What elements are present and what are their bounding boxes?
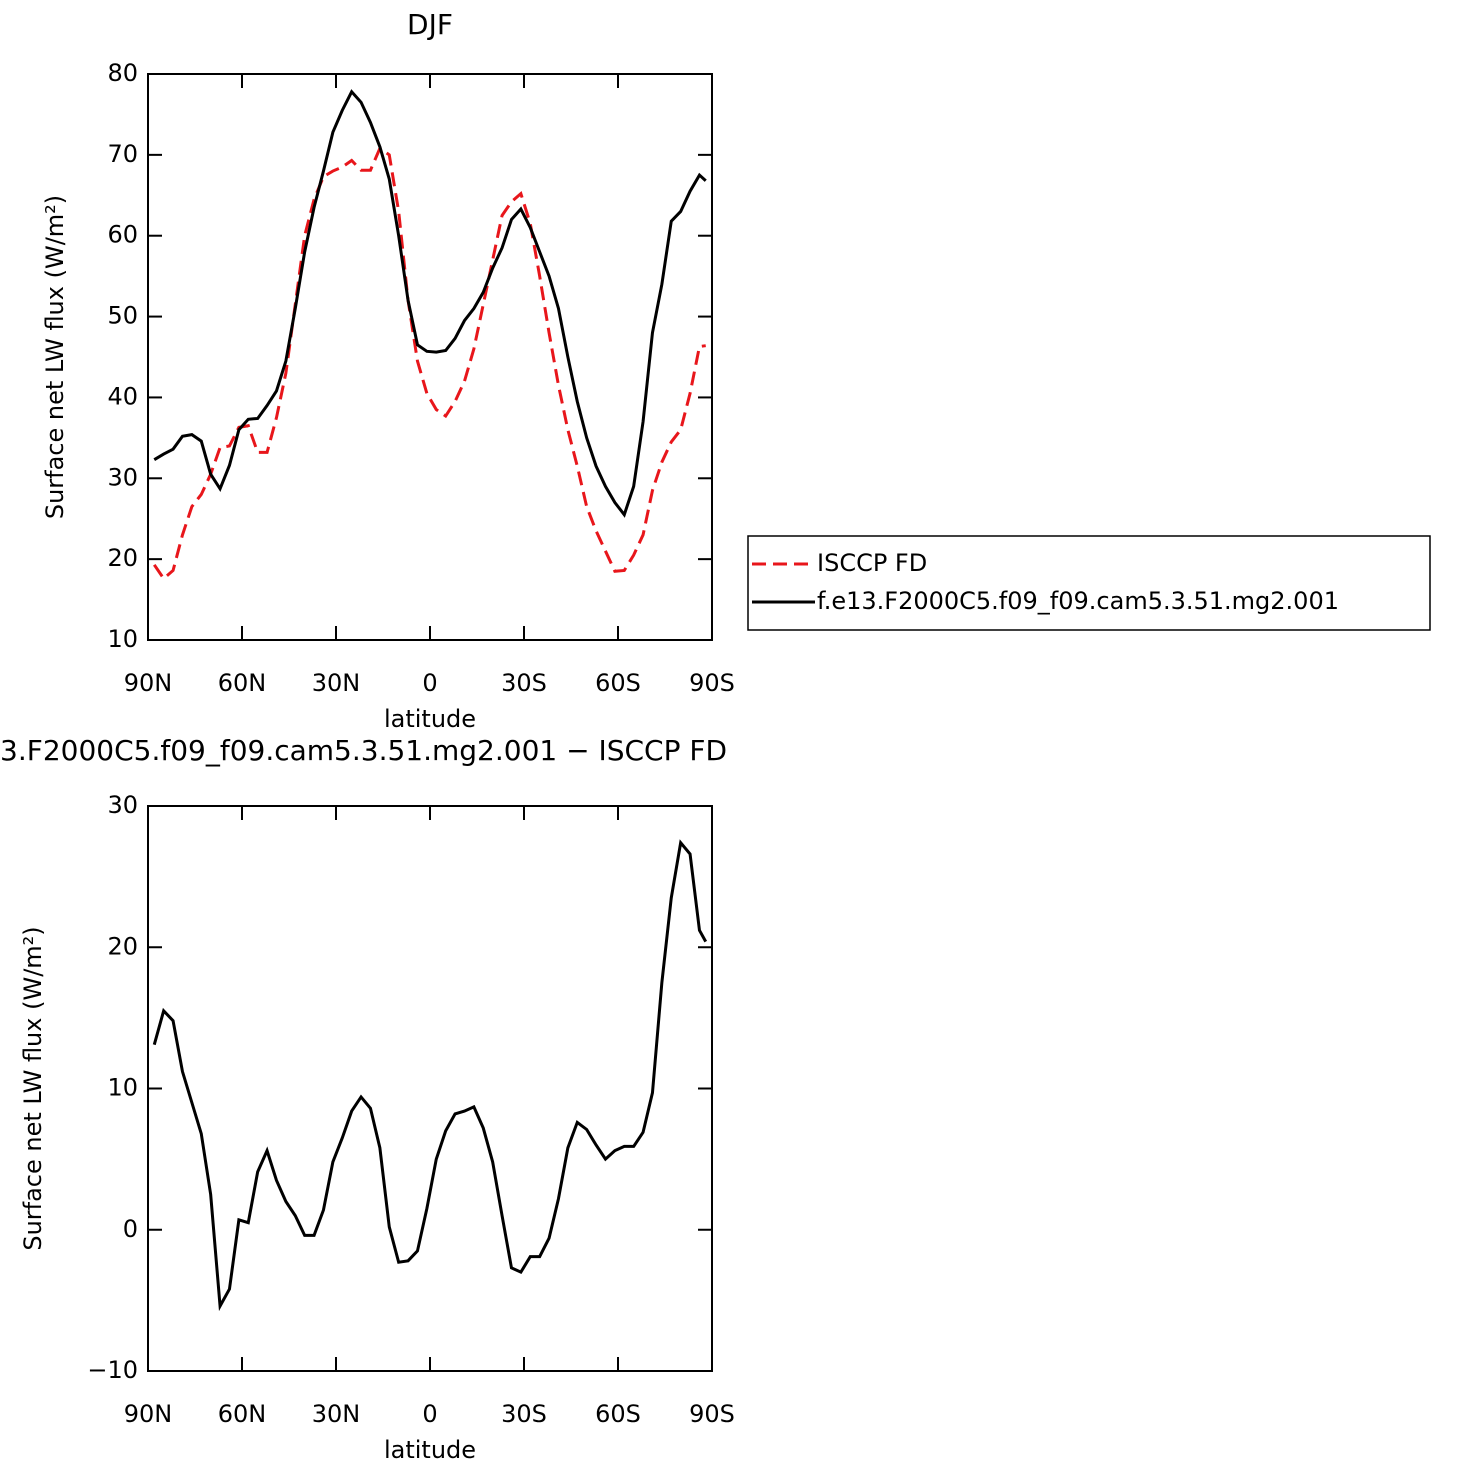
y-tick-label: 70 [107, 140, 138, 168]
x-tick-label: 90S [689, 669, 735, 697]
y-tick-label: 10 [107, 625, 138, 653]
x-tick-label: 60N [218, 669, 267, 697]
legend-label: f.e13.F2000C5.f09_f09.cam5.3.51.mg2.001 [817, 587, 1339, 615]
y-tick-label: 0 [123, 1215, 138, 1243]
y-tick-label: 20 [107, 544, 138, 572]
x-tick-label: 30N [312, 669, 361, 697]
x-tick-label: 60S [595, 669, 641, 697]
plot-frame [147, 73, 713, 641]
legend-label: ISCCP FD [817, 549, 927, 577]
y-tick-label: 10 [107, 1074, 138, 1102]
x-tick-label: 60N [218, 1400, 267, 1428]
y-axis-label: Surface net LW flux (W/m²) [19, 926, 47, 1250]
x-tick-label: 90S [689, 1400, 735, 1428]
x-axis-label: latitude [384, 705, 476, 733]
y-tick-label: 30 [107, 463, 138, 491]
x-tick-label: 0 [422, 669, 437, 697]
y-tick-label: 20 [107, 932, 138, 960]
y-tick-label: 50 [107, 302, 138, 330]
y-tick-label: 30 [107, 791, 138, 819]
data-line [152, 839, 708, 1312]
chart-title: DJF [407, 8, 453, 41]
x-tick-label: 90N [124, 669, 173, 697]
x-tick-label: 30N [312, 1400, 361, 1428]
x-tick-label: 60S [595, 1400, 641, 1428]
y-axis-label: Surface net LW flux (W/m²) [41, 195, 69, 519]
chart-title: 3.F2000C5.f09_f09.cam5.3.51.mg2.001 − IS… [0, 734, 727, 767]
x-tick-label: 90N [124, 1400, 173, 1428]
x-axis-label: latitude [384, 1436, 476, 1464]
y-tick-label: −10 [87, 1356, 138, 1384]
y-tick-label: 40 [107, 382, 138, 410]
data-line [153, 89, 707, 518]
x-tick-label: 0 [422, 1400, 437, 1428]
legend-box [747, 535, 1431, 631]
plot-frame [147, 805, 713, 1372]
y-tick-label: 60 [107, 221, 138, 249]
data-line [153, 146, 706, 581]
x-tick-label: 30S [501, 669, 547, 697]
y-tick-label: 80 [107, 59, 138, 87]
x-tick-label: 30S [501, 1400, 547, 1428]
